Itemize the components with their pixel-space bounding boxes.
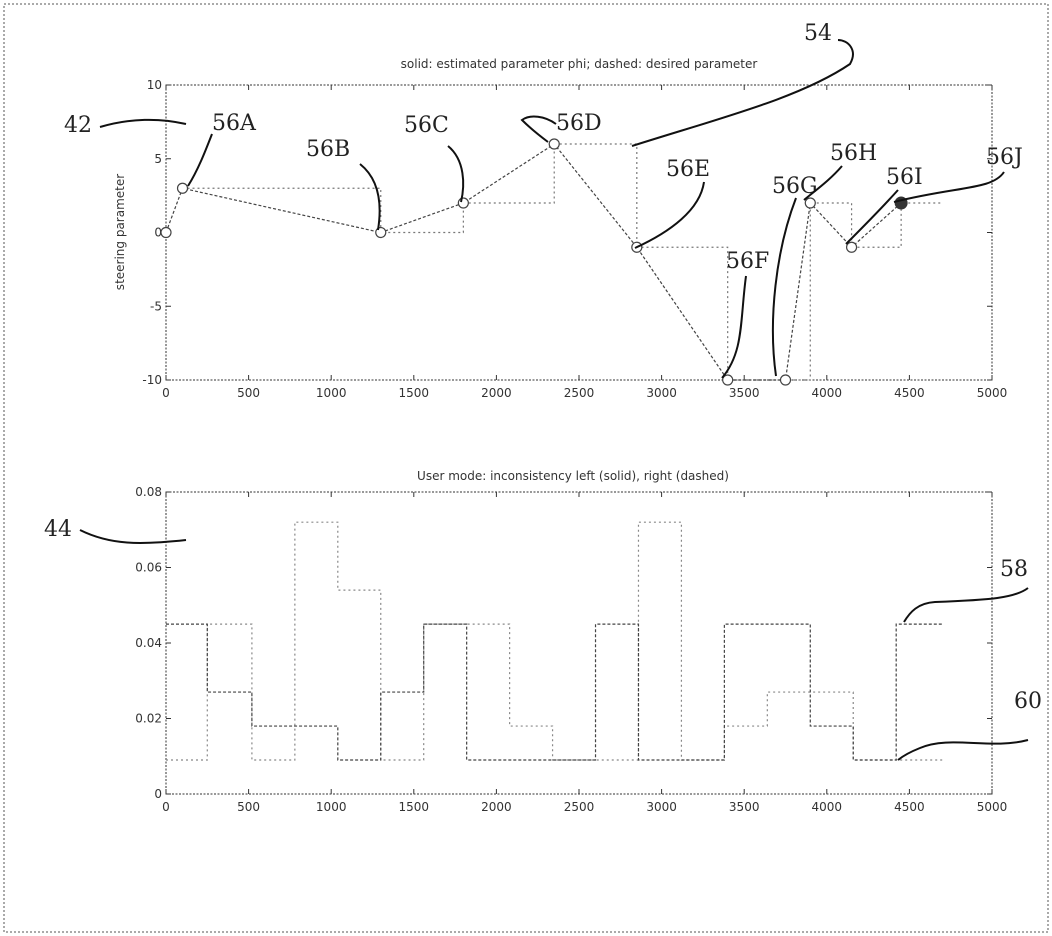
estimated-parameter-line bbox=[165, 143, 902, 381]
top-ytick-label: -5 bbox=[150, 299, 162, 313]
top-xtick-label: 4500 bbox=[894, 386, 925, 400]
leader-44 bbox=[79, 529, 187, 544]
leader-56H bbox=[803, 165, 843, 201]
estimate-point-marker bbox=[548, 138, 560, 150]
bottom-xtick-label: 4000 bbox=[812, 800, 843, 814]
bottom-ytick-label: 0.06 bbox=[135, 561, 162, 575]
ref-label-60: 60 bbox=[1014, 689, 1042, 714]
estimate-point-marker bbox=[779, 374, 792, 386]
top-chart-ylabel: steering parameter bbox=[113, 174, 127, 290]
estimate-point-marker bbox=[722, 374, 734, 386]
top-axis-ticks: 0 500 1000 1500 2000 2500 3000 3500 4000 4500 5000… bbox=[142, 78, 1007, 400]
leader-56I bbox=[845, 189, 899, 245]
top-xtick-label: 1000 bbox=[316, 386, 347, 400]
top-xtick-label: 3000 bbox=[646, 386, 677, 400]
estimate-point-marker bbox=[160, 226, 172, 239]
left-inconsistency-line bbox=[166, 623, 943, 761]
top-xtick-label: 2000 bbox=[481, 386, 512, 400]
top-chart-title: solid: estimated parameter phi; dashed: … bbox=[401, 57, 758, 71]
top-series-group bbox=[165, 143, 943, 381]
top-xtick-label: 4000 bbox=[812, 386, 843, 400]
bottom-xtick-label: 2500 bbox=[564, 800, 595, 814]
bottom-ytick-label: 0.04 bbox=[135, 636, 162, 650]
top-xtick-label: 1500 bbox=[399, 386, 430, 400]
estimate-point-marker bbox=[457, 197, 469, 209]
ref-label-56F: 56F bbox=[726, 249, 769, 274]
ref-label-58: 58 bbox=[1000, 557, 1028, 582]
bottom-chart-title: User mode: inconsistency left (solid), r… bbox=[417, 469, 729, 483]
top-ytick-label: 10 bbox=[147, 78, 162, 92]
leader-60 bbox=[897, 739, 1029, 761]
inconsistency-chart: User mode: inconsistency left (solid), r… bbox=[135, 469, 1007, 814]
leader-56G bbox=[771, 197, 797, 377]
top-xtick-label: 500 bbox=[237, 386, 260, 400]
top-xtick-label: 0 bbox=[162, 386, 170, 400]
estimate-point-marker bbox=[804, 197, 816, 209]
leader-42 bbox=[99, 118, 187, 128]
leader-56B bbox=[359, 163, 381, 231]
leader-56A bbox=[187, 133, 213, 187]
steering-parameter-chart: solid: estimated parameter phi; dashed: … bbox=[113, 57, 1007, 400]
figure-frame bbox=[3, 3, 1049, 933]
bottom-ytick-label: 0.02 bbox=[135, 712, 162, 726]
ref-label-56E: 56E bbox=[666, 157, 710, 182]
ref-label-56H: 56H bbox=[830, 141, 877, 166]
ref-label-56B: 56B bbox=[306, 137, 350, 162]
leader-56C bbox=[447, 145, 465, 203]
ref-label-56D: 56D bbox=[556, 111, 602, 136]
ref-label-56A: 56A bbox=[212, 111, 257, 136]
ref-label-44: 44 bbox=[44, 517, 72, 542]
estimate-point-marker bbox=[176, 182, 189, 194]
leader-56F bbox=[721, 275, 747, 379]
top-xtick-label: 5000 bbox=[977, 386, 1008, 400]
right-inconsistency-line bbox=[166, 521, 943, 761]
bottom-plot-area bbox=[165, 491, 993, 795]
leader-56D bbox=[520, 115, 557, 143]
top-ytick-label: 0 bbox=[154, 226, 162, 240]
bottom-xtick-label: 500 bbox=[237, 800, 260, 814]
bottom-xtick-label: 3000 bbox=[646, 800, 677, 814]
ref-label-56C: 56C bbox=[404, 113, 449, 138]
leader-54 bbox=[631, 39, 854, 147]
desired-parameter-line bbox=[182, 143, 943, 381]
bottom-xtick-label: 4500 bbox=[894, 800, 925, 814]
leader-56J bbox=[893, 171, 1005, 203]
reference-annotations: 42 56A 56B 56C 56D 54 56E 56F 56G 56H 56… bbox=[44, 21, 1042, 761]
bottom-xtick-label: 5000 bbox=[977, 800, 1008, 814]
bottom-xtick-label: 3500 bbox=[729, 800, 760, 814]
top-xtick-label: 3500 bbox=[729, 386, 760, 400]
bottom-ytick-label: 0.08 bbox=[135, 485, 162, 499]
bottom-xtick-label: 2000 bbox=[481, 800, 512, 814]
ref-label-56I: 56I bbox=[886, 165, 923, 190]
estimate-point-marker bbox=[845, 241, 858, 253]
leader-58 bbox=[903, 587, 1029, 623]
leader-56E bbox=[634, 181, 705, 249]
ref-label-56J: 56J bbox=[986, 145, 1023, 170]
bottom-xtick-label: 1500 bbox=[399, 800, 430, 814]
bottom-ytick-label: 0 bbox=[154, 787, 162, 801]
top-xtick-label: 2500 bbox=[564, 386, 595, 400]
ref-label-54: 54 bbox=[804, 21, 832, 46]
ref-label-42: 42 bbox=[64, 113, 92, 138]
bottom-xtick-label: 1000 bbox=[316, 800, 347, 814]
top-ytick-label: 5 bbox=[154, 152, 162, 166]
bottom-series-group bbox=[166, 521, 943, 761]
bottom-axis-ticks: 0 500 1000 1500 2000 2500 3000 3500 4000 4500 5000… bbox=[135, 485, 1007, 814]
bottom-xtick-label: 0 bbox=[162, 800, 170, 814]
top-ytick-label: -10 bbox=[142, 373, 162, 387]
